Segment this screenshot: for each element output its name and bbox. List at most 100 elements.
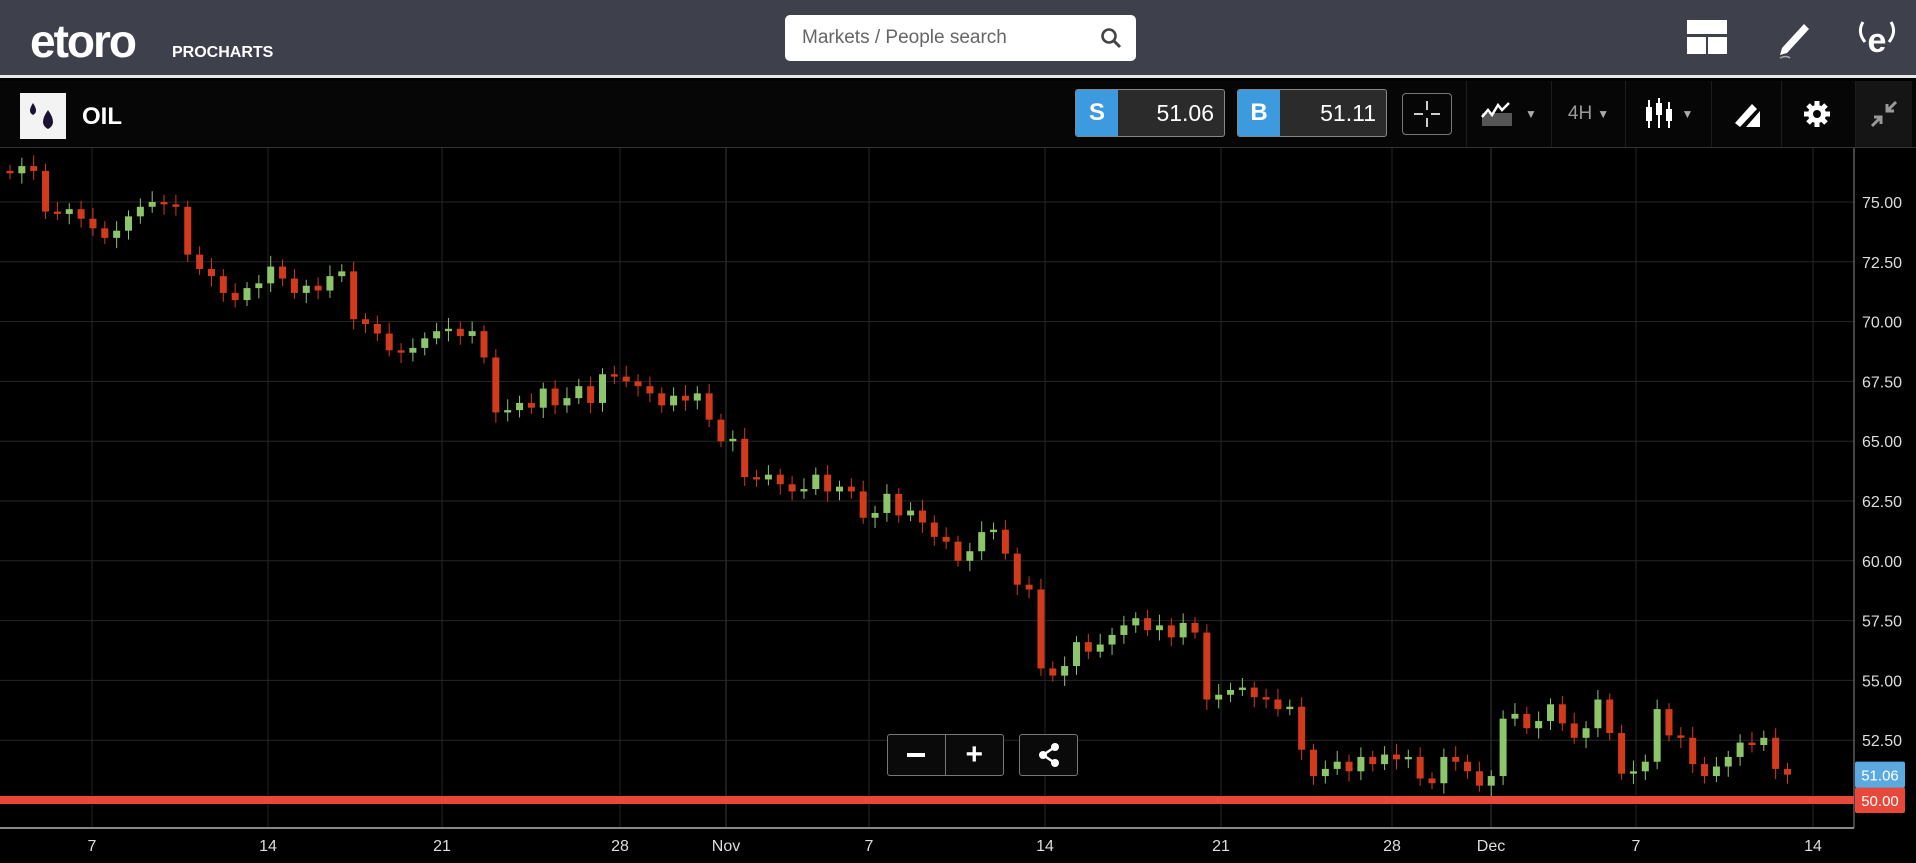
candle-body <box>1487 776 1495 786</box>
candle-body <box>847 486 855 492</box>
candle-body <box>1215 694 1223 700</box>
candle-body <box>693 393 701 401</box>
candle-body <box>729 438 737 442</box>
candle-body <box>610 374 618 377</box>
candle-body <box>444 328 452 332</box>
etoro-logo[interactable]: etoro <box>30 15 137 67</box>
price-chart[interactable]: 7 14 21 28 Nov 7 14 21 28 Dec 7 14 75.00 72.50 70.00 67… <box>0 148 1916 863</box>
candle-body <box>231 292 239 301</box>
buy-button[interactable]: B 51.11 <box>1237 89 1387 137</box>
candle-body <box>267 266 275 284</box>
candle-body <box>1618 733 1626 774</box>
pencil-icon[interactable] <box>1770 16 1814 60</box>
candle-body <box>160 202 168 205</box>
search-icon[interactable] <box>1100 27 1122 49</box>
search-input[interactable] <box>802 27 1082 49</box>
candle-body <box>290 278 298 293</box>
minus-icon <box>907 753 926 757</box>
candle-body <box>1286 706 1294 710</box>
candle-body <box>1132 618 1140 626</box>
candle-body <box>1321 768 1329 777</box>
indicators-button[interactable]: ▼ <box>1466 81 1551 147</box>
candle-body <box>421 338 429 348</box>
candle-body <box>1037 589 1045 669</box>
candle-body <box>1357 756 1365 772</box>
candle-body <box>670 395 678 406</box>
candle-body <box>883 493 891 513</box>
collapse-button[interactable] <box>1855 81 1912 147</box>
y-tick-label: 70.00 <box>1862 315 1902 332</box>
etoro-profile-icon[interactable]: e <box>1855 16 1899 60</box>
candle-body <box>42 170 50 212</box>
candle-body <box>338 271 346 277</box>
candle-body <box>1736 742 1744 757</box>
procharts-label: PROCHARTS <box>172 44 274 61</box>
candle-body <box>1748 742 1756 745</box>
timeframe-dropdown[interactable]: 4H ▼ <box>1551 81 1625 147</box>
candle-body <box>1428 778 1436 784</box>
search-box[interactable] <box>785 15 1136 61</box>
candle-body <box>1558 704 1566 724</box>
candle-body <box>1547 704 1554 722</box>
crosshair-button[interactable] <box>1402 93 1452 135</box>
y-tick-label: 75.00 <box>1862 195 1902 212</box>
candle-body <box>978 532 986 552</box>
candle-body <box>824 474 832 492</box>
candle-body <box>1049 668 1057 676</box>
candle-body <box>136 206 144 217</box>
candle-body <box>1772 737 1780 769</box>
candle-body <box>1108 634 1116 645</box>
svg-text:e: e <box>1868 22 1887 60</box>
candle-body <box>1499 718 1507 777</box>
candle-body <box>1416 756 1424 779</box>
candle-body <box>1333 761 1341 769</box>
zoom-in-button[interactable]: + <box>946 735 1004 775</box>
candle-body <box>456 328 464 336</box>
drawing-tools-button[interactable] <box>1711 81 1781 147</box>
candle-body <box>1724 756 1732 767</box>
settings-button[interactable] <box>1781 81 1851 147</box>
candle-body <box>954 541 962 561</box>
sell-button[interactable]: S 51.06 <box>1075 89 1225 137</box>
candle-body <box>1144 618 1152 631</box>
candle-body <box>1345 761 1353 772</box>
candle-body <box>1535 721 1543 729</box>
candle-body <box>1155 625 1163 631</box>
candle-body <box>1594 699 1602 729</box>
x-tick-label: 14 <box>1036 838 1054 855</box>
candle-body <box>587 386 595 403</box>
candle-body <box>895 493 903 516</box>
candle-body <box>362 319 369 324</box>
candle-body <box>1511 713 1519 719</box>
share-button[interactable] <box>1019 734 1078 776</box>
candle-body <box>681 395 689 401</box>
candle-body <box>1274 699 1282 710</box>
candle-body <box>764 474 772 480</box>
candle-body <box>622 376 630 382</box>
candle-body <box>219 276 227 293</box>
candle-body <box>836 486 843 492</box>
zoom-out-button[interactable] <box>888 735 946 775</box>
zoom-controls: + <box>887 734 1004 776</box>
candle-body <box>930 522 938 537</box>
candle-body <box>527 402 535 408</box>
candle-body <box>1475 771 1483 786</box>
chart-type-button[interactable]: ▼ <box>1625 81 1711 147</box>
candle-body <box>53 211 61 214</box>
y-tick-label: 65.00 <box>1862 434 1902 451</box>
timeframe-value: 4H <box>1567 103 1593 124</box>
candle-body <box>1582 728 1590 738</box>
candle-body <box>1392 754 1400 760</box>
indicators-icon <box>1481 102 1513 126</box>
layout-icon[interactable] <box>1685 16 1729 60</box>
chevron-down-icon: ▼ <box>1681 107 1694 121</box>
oil-instrument-icon <box>20 93 66 139</box>
plus-icon: + <box>965 738 984 771</box>
candle-body <box>350 271 358 320</box>
crosshair-icon <box>1414 101 1440 127</box>
candle-body <box>148 202 156 207</box>
candle-body <box>492 357 500 413</box>
candle-body <box>65 209 73 214</box>
instrument-name: OIL <box>82 103 122 130</box>
candle-body <box>302 285 310 293</box>
